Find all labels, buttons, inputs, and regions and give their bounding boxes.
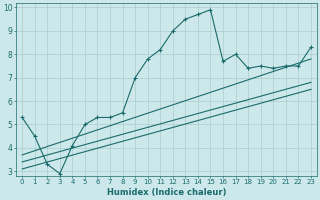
X-axis label: Humidex (Indice chaleur): Humidex (Indice chaleur) [107, 188, 226, 197]
